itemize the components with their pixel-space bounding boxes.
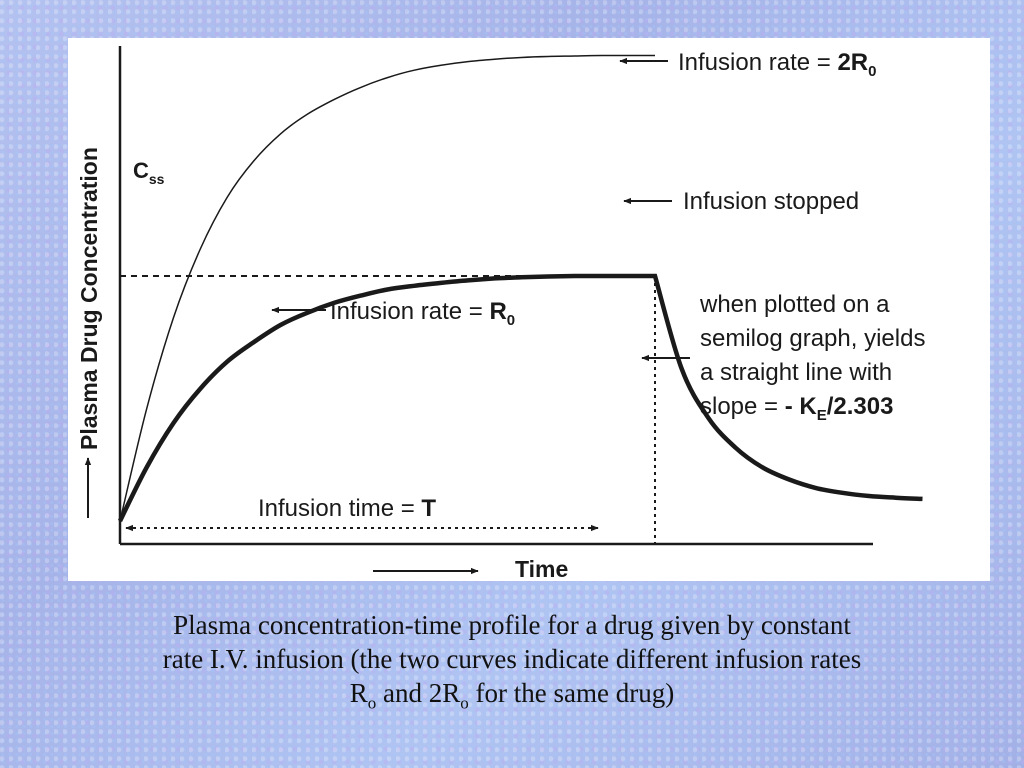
y-axis-label: Plasma Drug Concentration xyxy=(76,147,102,450)
semilog-line-1: when plotted on a xyxy=(699,291,890,318)
chart-panel: Plasma Drug Concentration Time Css Infus… xyxy=(68,38,990,581)
series-line-r0 xyxy=(117,273,923,523)
css-label: Css xyxy=(133,158,165,187)
label-rate-r0: Infusion rate = R0 xyxy=(330,298,515,329)
semilog-line-4: slope = - KE/2.303 xyxy=(700,393,893,424)
caption-line-3: Ro and 2Ro for the same drug) xyxy=(349,678,675,713)
caption: Plasma concentration-time profile for a … xyxy=(30,608,994,720)
label-infusion-time: Infusion time = T xyxy=(258,495,436,522)
series-line-2r0 xyxy=(119,54,656,522)
x-axis-label: Time xyxy=(515,556,568,581)
semilog-line-3: a straight line with xyxy=(700,359,892,386)
chart-svg: Plasma Drug Concentration Time Css Infus… xyxy=(76,46,925,581)
caption-line-1: Plasma concentration-time profile for a … xyxy=(173,610,851,640)
caption-line-2: rate I.V. infusion (the two curves indic… xyxy=(162,644,862,674)
label-rate-2r0: Infusion rate = 2R0 xyxy=(678,49,876,80)
semilog-line-2: semilog graph, yields xyxy=(700,325,925,352)
label-infusion-stopped: Infusion stopped xyxy=(683,188,859,215)
